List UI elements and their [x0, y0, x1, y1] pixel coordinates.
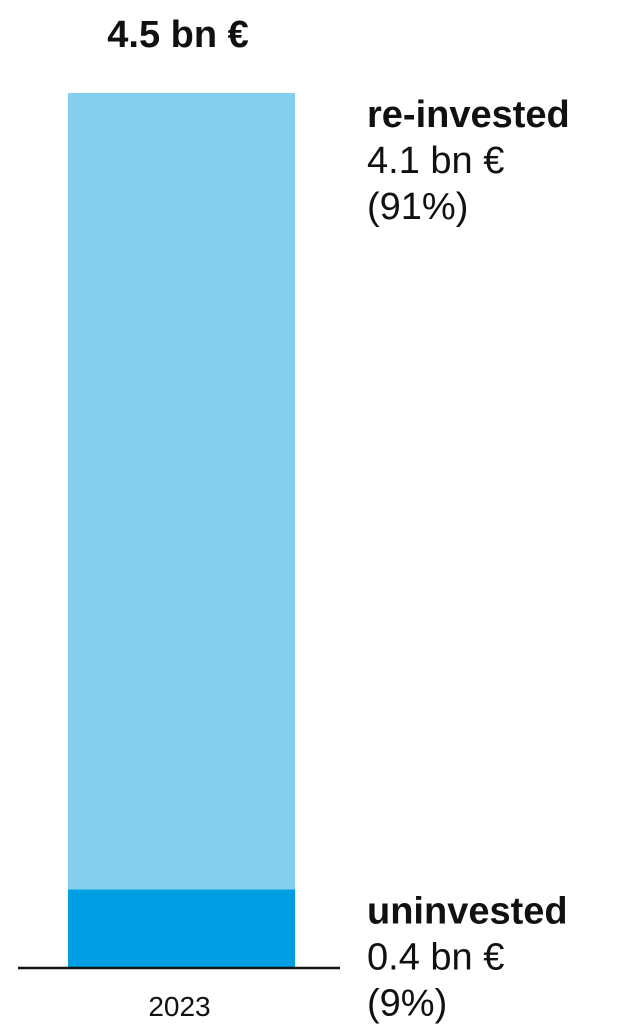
series-value-label-uninvested: 0.4 bn €: [367, 936, 504, 978]
total-label: 4.5 bn €: [107, 14, 249, 56]
bar-segment-re-invested: [68, 93, 295, 890]
series-share-label-uninvested: (9%): [367, 982, 447, 1024]
bar-segment-uninvested: [68, 889, 295, 967]
bars-layer: [68, 93, 295, 967]
x-tick-label: 2023: [148, 991, 210, 1022]
series-name-label-uninvested: uninvested: [367, 890, 568, 932]
x-tick-labels: 2023: [148, 991, 210, 1022]
series-share-label-re-invested: (91%): [367, 186, 468, 228]
series-name-label-re-invested: re-invested: [367, 94, 570, 136]
series-value-label-re-invested: 4.1 bn €: [367, 140, 504, 182]
